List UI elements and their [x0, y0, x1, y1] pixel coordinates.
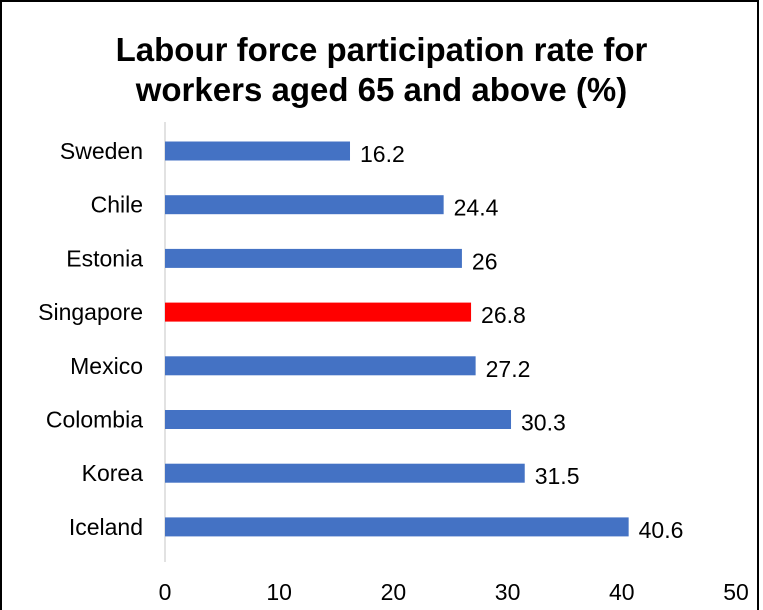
bar-estonia — [165, 248, 462, 268]
category-label-chile: Chile — [91, 192, 143, 218]
x-tick-label-10: 10 — [266, 579, 292, 603]
bar-singapore — [165, 302, 472, 322]
category-label-sweden: Sweden — [60, 138, 143, 164]
x-tick-label-20: 20 — [381, 579, 407, 603]
bar-chile — [165, 195, 444, 215]
value-label-chile: 24.4 — [454, 195, 499, 221]
value-label-sweden: 16.2 — [360, 141, 405, 167]
bar-iceland — [165, 517, 629, 537]
x-tick-label-0: 0 — [159, 579, 172, 603]
bar-korea — [165, 463, 525, 483]
value-label-estonia: 26 — [472, 248, 498, 274]
category-label-iceland: Iceland — [69, 514, 143, 540]
value-label-mexico: 27.2 — [486, 356, 531, 382]
bar-colombia — [165, 410, 512, 429]
category-label-colombia: Colombia — [46, 407, 143, 433]
category-label-mexico: Mexico — [70, 353, 143, 379]
category-label-singapore: Singapore — [38, 299, 143, 325]
chart-title-line-2: workers aged 65 and above (%) — [135, 71, 628, 108]
x-tick-label-40: 40 — [609, 579, 635, 603]
value-label-korea: 31.5 — [535, 463, 580, 489]
category-label-korea: Korea — [82, 460, 144, 486]
value-label-colombia: 30.3 — [521, 410, 566, 436]
x-tick-label-30: 30 — [495, 579, 521, 603]
x-tick-label-50: 50 — [723, 579, 749, 603]
value-label-iceland: 40.6 — [639, 517, 684, 543]
value-label-singapore: 26.8 — [481, 302, 526, 328]
chart-title-line-1: Labour force participation rate for — [115, 31, 648, 68]
chart-title: Labour force participation rate for work… — [0, 30, 763, 110]
bar-mexico — [165, 356, 476, 376]
category-label-estonia: Estonia — [66, 245, 143, 271]
bar-sweden — [165, 141, 351, 161]
